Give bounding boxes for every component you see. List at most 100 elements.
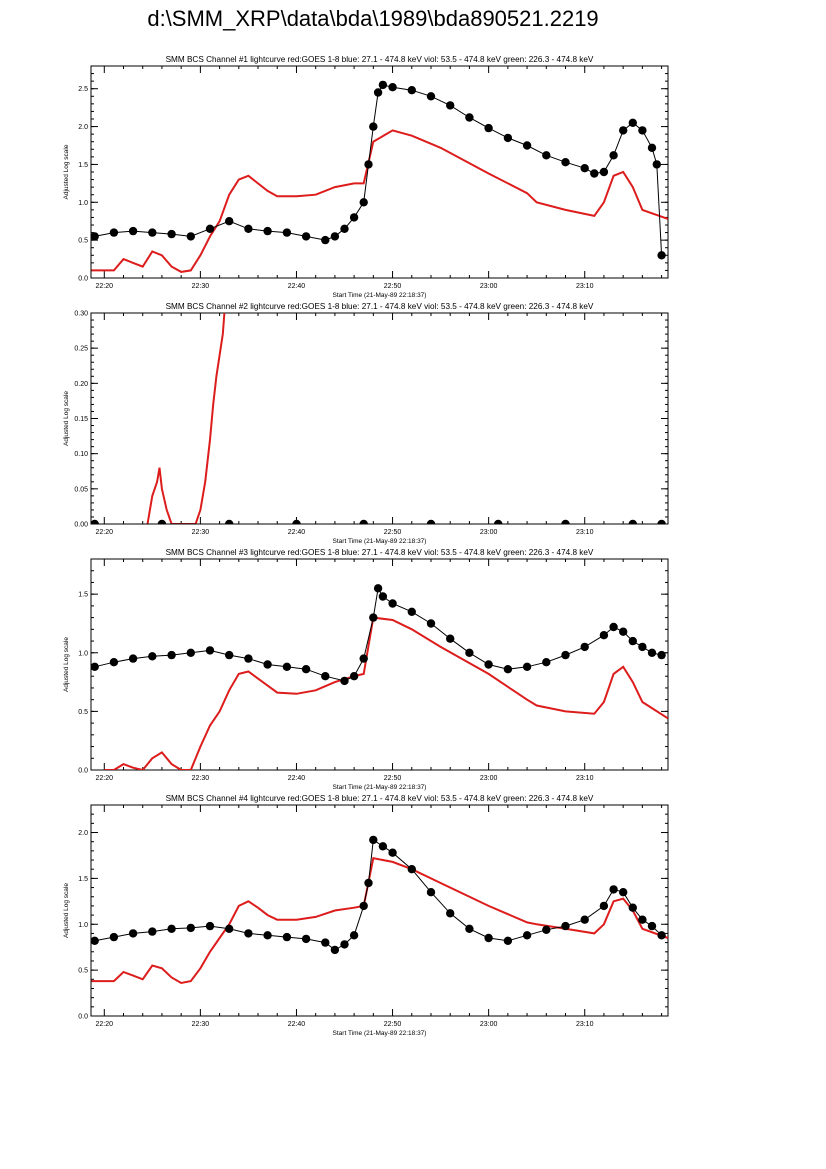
bcs-data-point [128,654,138,663]
bcs-data-point [364,878,373,888]
x-tick-label: 23:00 [480,283,498,290]
y-tick-label: 0.0 [78,1014,88,1021]
bcs-data-point [330,945,340,955]
chart-panel-4: SMM BCS Channel #4 lightcurve red:GOES 1… [63,794,669,1037]
bcs-data-point [465,648,474,657]
y-tick-label: 0.05 [74,486,88,493]
bcs-data-point [561,158,570,167]
y-tick-label: 1.0 [78,650,88,657]
bcs-data-point [205,921,215,931]
bcs-data-point [657,519,666,524]
bcs-data-point [225,924,234,933]
bcs-data-point [647,921,657,931]
bcs-data-point [407,607,416,616]
bcs-data-point [388,848,397,857]
bcs-data-point [628,636,637,646]
bcs-data-point [369,835,378,845]
x-tick-label: 22:30 [192,775,210,782]
bcs-data-point [503,665,513,674]
x-tick-label: 22:50 [384,775,402,782]
x-tick-label: 22:30 [192,283,210,290]
bcs-data-point [349,931,359,940]
x-tick-label: 23:00 [480,529,498,536]
bcs-data-point [484,123,493,133]
x-tick-label: 23:10 [576,775,594,782]
bcs-data-point [580,915,589,924]
bcs-data-point [542,151,551,160]
plot-frame [90,65,669,279]
bcs-data-point [503,936,513,945]
bcs-data-point [321,235,330,245]
bcs-data-point [157,519,167,524]
bcs-data-point [330,232,340,241]
bcs-data-point [426,519,436,524]
bcs-data-point [561,519,570,524]
y-axis-label: Adjusted Log scale [63,144,70,199]
bcs-data-point [225,217,234,226]
series-group [91,313,666,524]
x-tick-label: 23:00 [480,775,498,782]
bcs-data-point [205,224,215,233]
bcs-data-point [407,865,416,874]
series-group [91,80,668,273]
goes-curve [91,129,668,273]
bcs-data-point [628,118,637,128]
y-tick-label: 0.15 [74,416,88,423]
x-tick-label: 22:50 [384,529,402,536]
bcs-data-point [465,113,474,122]
bcs-data-point [349,213,359,222]
bcs-data-point [359,519,368,524]
chart-title: SMM BCS Channel #4 lightcurve red:GOES 1… [166,794,594,803]
y-tick-label: 1.0 [78,922,88,929]
bcs-data-point [522,141,532,150]
bcs-data-point [186,232,195,241]
x-tick-label: 22:20 [96,529,114,536]
y-tick-label: 1.5 [78,876,88,883]
x-axis-label: Start Time (21-May-89 22:18:37) [333,1030,427,1037]
bcs-data-point [167,924,176,933]
bcs-data-point [321,938,330,947]
bcs-data-point [340,676,349,686]
bcs-data-point [109,228,119,237]
bcs-data-point [128,929,138,938]
bcs-data-point [340,224,349,233]
bcs-data-point [263,226,272,236]
chart-panel-3: SMM BCS Channel #3 lightcurve red:GOES 1… [63,548,669,791]
x-tick-label: 22:50 [384,1021,402,1028]
x-tick-label: 23:10 [576,1021,594,1028]
page-title: d:\SMM_XRP\data\bda\1989\bda890521.2219 [147,6,599,31]
bcs-data-point [647,648,657,657]
plot-frame [90,804,669,1017]
bcs-data-point [580,164,589,173]
bcs-data-point [225,519,234,524]
bcs-data-point [340,940,349,949]
bcs-data-point [638,126,647,135]
bcs-data-point [599,167,609,177]
x-tick-label: 22:20 [96,1021,114,1028]
bcs-data-point [244,929,253,938]
bcs-data-point [244,224,253,233]
bcs-data-point [628,903,637,912]
bcs-data-point [186,648,195,657]
x-tick-label: 22:30 [192,529,210,536]
bcs-data-point [657,251,666,260]
bcs-data-point [91,936,99,945]
bcs-data-point [542,925,551,934]
bcs-data-point [359,901,368,911]
bcs-data-point [369,122,378,131]
y-tick-label: 2.0 [78,124,88,131]
bcs-data-point [205,646,215,655]
bcs-data-point [657,931,666,940]
bcs-data-point [619,126,628,135]
bcs-data-point [109,932,119,942]
bcs-data-point [167,229,176,239]
bcs-data-point [378,842,388,851]
y-tick-label: 0.5 [78,709,88,716]
bcs-data-point [503,133,513,143]
y-tick-label: 1.5 [78,592,88,599]
bcs-data-point [609,885,618,894]
bcs-data-point [378,80,388,90]
bcs-data-point [349,672,359,681]
goes-curve [91,857,668,985]
y-tick-label: 0.10 [74,451,88,458]
